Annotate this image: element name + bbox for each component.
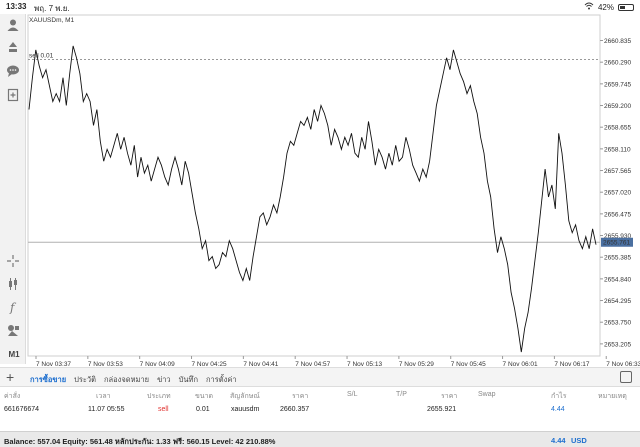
balance-bar: Balance: 557.04 Equity: 561.48 หลักประกั…	[0, 431, 640, 447]
chat-icon[interactable]	[4, 62, 22, 80]
wifi-icon	[584, 2, 594, 12]
svg-text:f: f	[9, 301, 17, 315]
crosshair-icon[interactable]	[4, 252, 22, 270]
trade-icon[interactable]	[4, 38, 22, 56]
positions-table: ค่าสั่ง เวลา ประเภท ขนาด สัญลักษณ์ ราคา …	[0, 388, 640, 432]
tab-history[interactable]: ประวัติ	[74, 375, 97, 384]
price-chart[interactable]: XAUUSDm, M1 sell 0.01 2660.835 2660.290 26…	[26, 14, 640, 374]
current-price-label: 2655.761	[603, 240, 630, 247]
account-currency: USD	[571, 436, 587, 445]
row-time: 11.07 05:55	[88, 406, 125, 413]
price-axis-label: 2655.930	[604, 233, 631, 240]
left-toolbar: f M1	[0, 14, 26, 364]
sell-order-label: sell 0.01	[29, 53, 54, 60]
time-axis-label: 7 Nov 06:17	[554, 361, 589, 368]
row-type: sell	[158, 406, 169, 413]
header-profit: กำไร	[551, 393, 567, 400]
header-sl: S/L	[347, 391, 358, 398]
tab-trade[interactable]: การซื้อขาย	[30, 375, 67, 384]
price-axis-label: 2653.205	[604, 341, 631, 348]
price-axis-label: 2659.745	[604, 81, 631, 88]
price-axis-label: 2657.565	[604, 168, 631, 175]
chart-canvas[interactable]: XAUUSDm, M1 sell 0.01 2660.835 2660.290 26…	[26, 14, 640, 374]
expand-panel-icon[interactable]	[620, 371, 632, 383]
price-axis-label: 2654.840	[604, 276, 631, 283]
row-volume: 0.01	[196, 406, 210, 413]
price-axis-label: 2658.110	[604, 146, 631, 153]
time-axis-label: 7 Nov 05:45	[451, 361, 486, 368]
current-price-box	[601, 237, 633, 247]
objects-icon[interactable]	[4, 321, 22, 339]
battery-percent: 42%	[597, 2, 614, 12]
candlestick-icon[interactable]	[4, 275, 22, 293]
total-profit: 4.44	[551, 436, 566, 445]
header-volume: ขนาด	[195, 393, 214, 400]
header-swap: Swap	[478, 391, 496, 398]
row-ticket: 661676674	[4, 406, 40, 413]
price-axis-label: 2660.290	[604, 60, 631, 67]
header-ticket: ค่าสั่ง	[4, 393, 21, 400]
tab-news[interactable]: ข่าว	[157, 375, 171, 384]
add-order-button[interactable]: +	[6, 369, 15, 385]
header-type: ประเภท	[147, 393, 171, 400]
header-price: ราคา	[292, 393, 309, 400]
row-current-price: 2655.921	[427, 406, 457, 413]
timeframe-button[interactable]: M1	[8, 350, 20, 359]
price-axis-label: 2659.200	[604, 103, 631, 110]
time-axis-label: 7 Nov 06:01	[503, 361, 538, 368]
header-time: เวลา	[96, 393, 111, 400]
bottom-tab-bar: + การซื้อขาย ประวัติ กล่องจดหมาย ข่าว บั…	[0, 367, 640, 387]
price-axis-label: 2656.475	[604, 211, 631, 218]
header-comment: หมายเหตุ	[598, 393, 627, 400]
header-price-current: ราคา	[441, 393, 458, 400]
tab-journal[interactable]: บันทึก	[178, 375, 199, 384]
price-axis-label: 2660.835	[604, 38, 631, 45]
row-open-price: 2660.357	[280, 406, 310, 413]
status-time: 13:33	[6, 2, 27, 11]
time-axis-label: 7 Nov 04:41	[243, 361, 278, 368]
tab-settings[interactable]: การตั้งค่า	[206, 375, 237, 384]
tabs-row: การซื้อขาย ประวัติ กล่องจดหมาย ข่าว บันท…	[30, 374, 237, 386]
plot-frame	[27, 14, 601, 357]
row-profit: 4.44	[551, 406, 565, 413]
time-axis-label: 7 Nov 04:57	[295, 361, 330, 368]
time-axis-label: 7 Nov 03:53	[88, 361, 123, 368]
time-axis-label: 7 Nov 05:13	[347, 361, 382, 368]
price-axis-label: 2653.750	[604, 320, 631, 327]
status-bar: 13:33 พฤ. 7 พ.ย. 42%	[0, 0, 640, 14]
row-symbol: xauusdm	[231, 406, 260, 413]
header-symbol: สัญลักษณ์	[230, 393, 260, 400]
time-axis-label: 7 Nov 04:25	[192, 361, 227, 368]
time-axis-label: 7 Nov 04:09	[140, 361, 175, 368]
chart-symbol-title: XAUUSDm, M1	[29, 17, 75, 24]
price-series-line	[28, 45, 597, 353]
add-document-icon[interactable]	[4, 86, 22, 104]
price-axis-label: 2657.020	[604, 190, 631, 197]
price-axis-label: 2658.655	[604, 125, 631, 132]
table-header: ค่าสั่ง เวลา ประเภท ขนาด สัญลักษณ์ ราคา …	[0, 388, 640, 402]
time-axis-label: 7 Nov 06:33	[606, 361, 640, 368]
battery-icon	[618, 3, 634, 11]
time-axis-label: 7 Nov 05:29	[399, 361, 434, 368]
price-axis-label: 2655.385	[604, 255, 631, 262]
status-date: พฤ. 7 พ.ย.	[34, 4, 70, 13]
balance-summary: Balance: 557.04 Equity: 561.48 หลักประกั…	[4, 437, 276, 446]
account-icon[interactable]	[4, 16, 22, 34]
tab-mailbox[interactable]: กล่องจดหมาย	[104, 375, 150, 384]
header-tp: T/P	[396, 391, 407, 398]
time-axis-label: 7 Nov 03:37	[36, 361, 71, 368]
table-row[interactable]: 661676674 11.07 05:55 sell 0.01 xauusdm …	[0, 403, 640, 417]
price-axis-label: 2654.295	[604, 298, 631, 305]
function-icon[interactable]: f	[4, 298, 22, 316]
